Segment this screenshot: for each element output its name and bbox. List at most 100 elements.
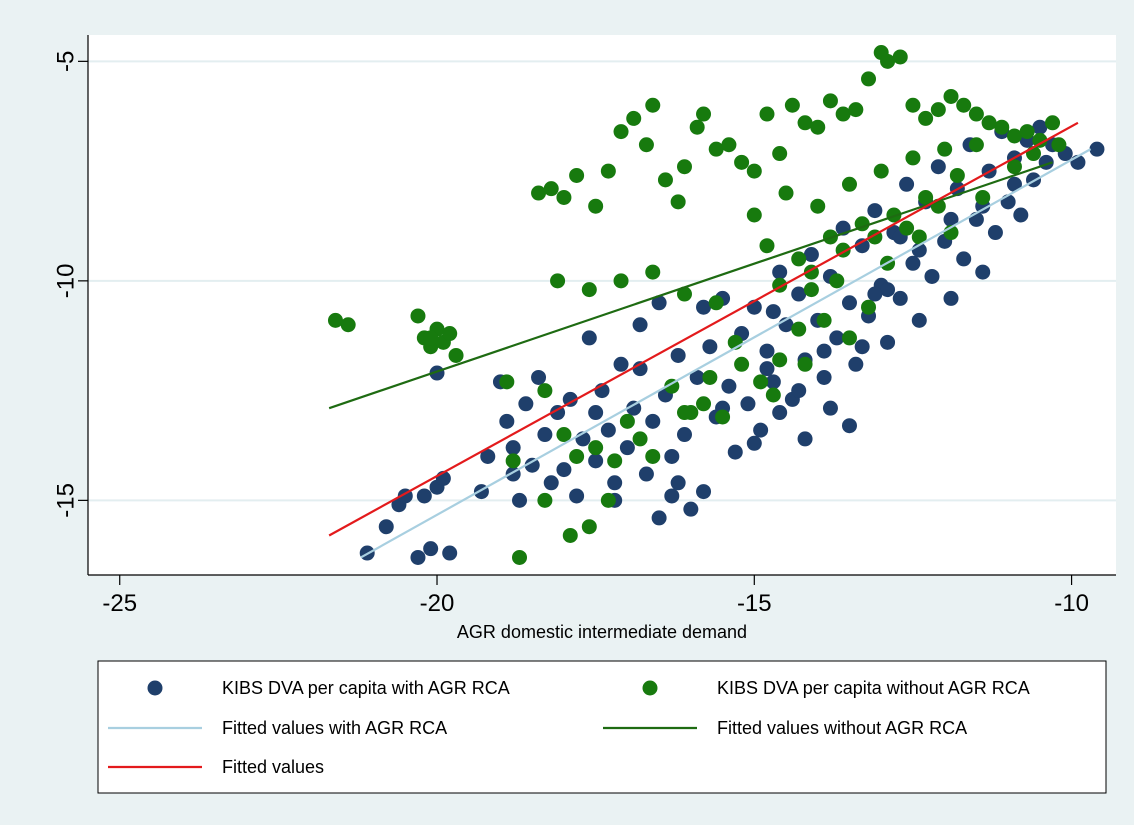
point-series-1-42	[892, 49, 908, 65]
point-series-1-61	[937, 141, 953, 157]
point-series-1-31	[759, 106, 775, 122]
point-series-1-59	[873, 163, 889, 179]
point-series-1-0	[327, 312, 343, 328]
point-series-0-48	[721, 378, 737, 394]
point-series-0-13	[499, 413, 515, 429]
point-series-1-104	[600, 492, 616, 508]
point-series-1-93	[734, 356, 750, 372]
x-tick-label-2: -15	[737, 590, 772, 617]
point-series-0-23	[562, 391, 578, 407]
point-series-0-115	[791, 383, 807, 399]
point-series-0-129	[696, 299, 712, 315]
point-series-1-24	[676, 159, 692, 175]
point-series-1-21	[645, 97, 661, 113]
point-series-1-22	[657, 172, 673, 188]
point-series-0-4	[410, 549, 426, 565]
point-series-1-94	[753, 374, 769, 390]
point-series-1-18	[613, 124, 629, 140]
point-series-1-85	[588, 440, 604, 456]
point-series-1-58	[841, 176, 857, 192]
point-series-0-77	[905, 255, 921, 271]
point-series-0-94	[1013, 207, 1029, 223]
point-series-1-106	[676, 405, 692, 421]
point-series-1-55	[746, 207, 762, 223]
point-series-1-20	[638, 137, 654, 153]
point-series-0-92	[1000, 194, 1016, 210]
point-series-0-49	[727, 444, 743, 460]
point-series-1-46	[943, 88, 959, 104]
y-tick-label-1: -10	[53, 264, 80, 299]
plot-area	[88, 35, 1116, 575]
point-series-1-96	[791, 321, 807, 337]
point-series-0-123	[822, 400, 838, 416]
point-series-1-50	[994, 119, 1010, 135]
axes	[87, 35, 1116, 576]
point-series-0-53	[753, 422, 769, 438]
point-series-1-74	[899, 220, 915, 236]
legend: KIBS DVA per capita with AGR RCA KIBS DVA…	[108, 678, 1030, 777]
point-series-0-78	[911, 312, 927, 328]
point-series-0-83	[943, 290, 959, 306]
point-series-0-85	[956, 251, 972, 267]
legend-label-0: KIBS DVA per capita with AGR RCA	[222, 678, 510, 698]
point-series-0-45	[702, 339, 718, 355]
x-tick-label-1: -20	[420, 590, 455, 617]
ticks: -25 -20 -15 -10 -5 -10 -15	[53, 51, 1089, 617]
point-series-0-6	[423, 541, 439, 557]
point-series-1-114	[911, 229, 927, 245]
point-series-1-81	[550, 273, 566, 289]
point-series-1-54	[1045, 115, 1061, 131]
point-series-0-106	[772, 405, 788, 421]
point-series-1-29	[734, 154, 750, 170]
point-series-1-14	[556, 189, 572, 205]
point-series-0-69	[854, 238, 870, 254]
legend-item-2: Fitted values with AGR RCA	[108, 718, 447, 738]
point-series-1-105	[645, 448, 661, 464]
point-series-1-69	[949, 167, 965, 183]
point-series-1-8	[448, 347, 464, 363]
point-series-1-2	[410, 308, 426, 324]
point-series-0-109	[746, 435, 762, 451]
legend-label-3: Fitted values without AGR RCA	[717, 718, 967, 738]
x-tick-label-3: -10	[1054, 590, 1089, 617]
point-series-0-76	[899, 176, 915, 192]
point-series-1-32	[772, 146, 788, 162]
point-series-0-41	[676, 427, 692, 443]
point-series-0-61	[803, 247, 819, 263]
point-series-1-10	[499, 374, 515, 390]
point-series-0-5	[416, 488, 432, 504]
point-series-1-108	[765, 387, 781, 403]
legend-marker-0	[147, 680, 163, 696]
point-series-0-90	[987, 225, 1003, 241]
point-series-1-101	[537, 492, 553, 508]
point-series-1-13	[543, 181, 559, 197]
point-series-1-47	[956, 97, 972, 113]
point-series-0-1	[378, 519, 394, 535]
point-series-0-35	[638, 466, 654, 482]
point-series-1-25	[689, 119, 705, 135]
point-series-1-17	[600, 163, 616, 179]
point-series-0-30	[607, 475, 623, 491]
point-series-0-26	[581, 330, 597, 346]
point-series-1-15	[569, 167, 585, 183]
point-series-0-17	[524, 457, 540, 473]
point-series-1-52	[1019, 124, 1035, 140]
point-series-1-44	[918, 110, 934, 126]
point-series-0-43	[689, 369, 705, 385]
point-series-0-16	[518, 396, 534, 412]
legend-item-0: KIBS DVA per capita with AGR RCA	[147, 678, 510, 698]
point-series-1-51	[1006, 128, 1022, 144]
point-series-1-53	[1032, 132, 1048, 148]
point-series-1-9	[423, 330, 439, 346]
point-series-0-114	[943, 211, 959, 227]
point-series-0-63	[816, 369, 832, 385]
point-series-0-71	[867, 203, 883, 219]
point-series-1-80	[581, 282, 597, 298]
point-series-0-80	[924, 268, 940, 284]
point-series-0-55	[765, 374, 781, 390]
point-series-1-12	[531, 185, 547, 201]
point-series-0-112	[854, 339, 870, 355]
point-series-1-27	[708, 141, 724, 157]
point-series-1-77	[676, 286, 692, 302]
point-series-1-107	[696, 396, 712, 412]
